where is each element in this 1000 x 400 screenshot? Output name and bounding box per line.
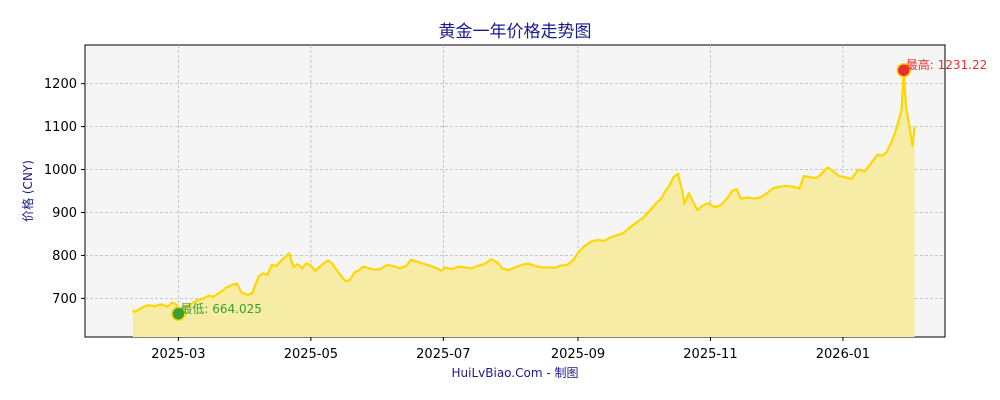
x-tick-label: 2026-01 — [816, 347, 870, 362]
y-tick-label: 1200 — [44, 77, 77, 92]
max-point-marker — [896, 62, 911, 78]
y-tick-label: 800 — [52, 249, 77, 264]
annotations: 最高: 1231.22 最低: 664.025 — [171, 57, 987, 322]
chart-title: 黄金一年价格走势图 — [439, 22, 592, 42]
x-tick-label: 2025-09 — [551, 347, 605, 362]
min-point-label: 最低: 664.025 — [180, 302, 261, 316]
y-axis-label: 价格 (CNY) — [20, 160, 35, 222]
x-tick-label: 2025-07 — [416, 347, 470, 362]
price-area-fill — [132, 70, 915, 338]
axis-ticks: 700 800 900 1000 1100 1200 2025-03 2025-05 2025-… — [44, 77, 870, 362]
y-tick-label: 700 — [52, 292, 77, 307]
data-series — [132, 69, 916, 338]
min-point-marker — [171, 306, 186, 322]
chart-credit: HuiLvBiao.Com - 制图 — [452, 366, 579, 380]
y-tick-label: 900 — [52, 206, 77, 221]
y-tick-label: 1100 — [44, 120, 77, 135]
x-tick-label: 2025-11 — [683, 347, 737, 362]
x-tick-label: 2025-05 — [284, 347, 338, 362]
x-tick-label: 2025-03 — [151, 347, 205, 362]
y-tick-label: 1000 — [44, 163, 77, 178]
price-line — [132, 69, 916, 315]
max-point-label: 最高: 1231.22 — [906, 57, 987, 72]
